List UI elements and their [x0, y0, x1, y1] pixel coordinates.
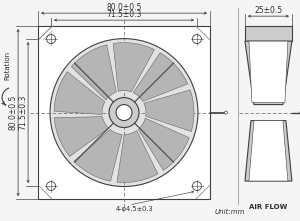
Text: 71.5±0.3: 71.5±0.3	[106, 10, 142, 19]
Text: 4-φ4.5±0.3: 4-φ4.5±0.3	[115, 206, 153, 212]
Circle shape	[193, 181, 202, 191]
Text: 71.5±0.3: 71.5±0.3	[18, 95, 27, 130]
Circle shape	[46, 181, 56, 191]
Circle shape	[224, 111, 227, 114]
Polygon shape	[144, 90, 194, 131]
Text: 80.0±0.5: 80.0±0.5	[8, 95, 17, 130]
Text: 80.0±0.5: 80.0±0.5	[106, 3, 142, 12]
Circle shape	[50, 39, 198, 187]
Text: Rotation: Rotation	[4, 50, 10, 80]
Circle shape	[116, 105, 132, 121]
Text: 25±0.5: 25±0.5	[254, 6, 283, 15]
Circle shape	[193, 35, 202, 44]
Polygon shape	[71, 45, 116, 100]
Circle shape	[46, 35, 56, 44]
Polygon shape	[74, 130, 122, 181]
Polygon shape	[138, 118, 189, 170]
Polygon shape	[117, 131, 158, 183]
Polygon shape	[245, 26, 292, 41]
Text: Unit:mm: Unit:mm	[215, 209, 245, 215]
Polygon shape	[133, 53, 188, 101]
Bar	[38, 26, 210, 199]
Text: AIR FLOW: AIR FLOW	[249, 204, 288, 210]
Polygon shape	[54, 117, 109, 156]
Polygon shape	[245, 121, 292, 181]
Polygon shape	[249, 121, 288, 181]
Polygon shape	[54, 72, 105, 114]
Polygon shape	[245, 41, 292, 105]
Polygon shape	[249, 41, 288, 103]
Circle shape	[109, 98, 139, 128]
Polygon shape	[113, 43, 154, 92]
